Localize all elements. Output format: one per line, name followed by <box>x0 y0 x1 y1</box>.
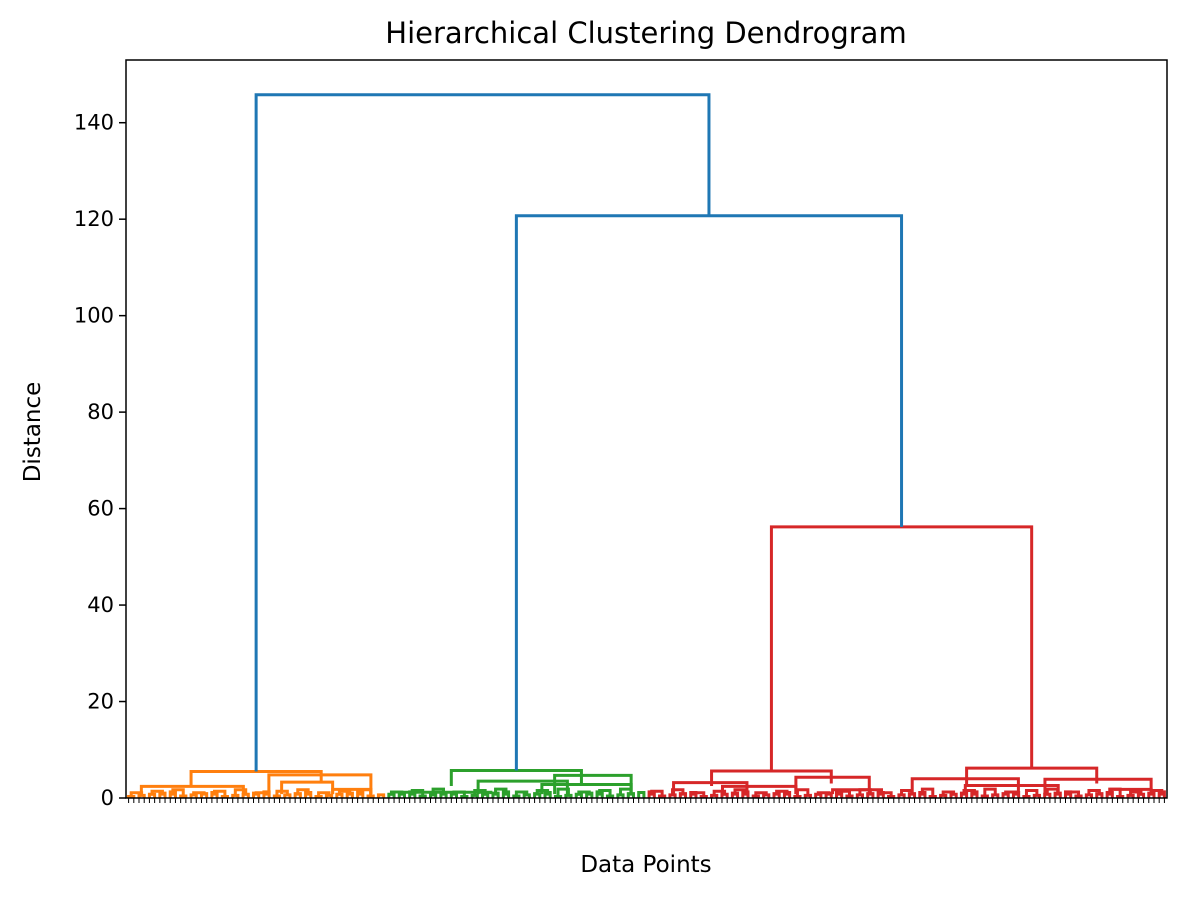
dendrogram-links <box>127 93 1166 799</box>
subcluster-merge-link <box>337 789 352 796</box>
subcluster-merge-link <box>598 789 612 796</box>
x-axis-label: Data Points <box>580 852 711 878</box>
leaf-merge-link <box>272 794 282 798</box>
cluster-sub-link <box>476 779 569 795</box>
cluster-sub-link <box>831 788 884 795</box>
y-tick-label: 80 <box>87 400 114 424</box>
leaf-merge-link <box>845 794 854 798</box>
y-tick-label: 120 <box>74 207 114 231</box>
cluster-sub-link <box>331 787 373 795</box>
leaf-merge-link <box>658 794 667 798</box>
leaf-merge-link <box>605 794 615 798</box>
plot-frame <box>125 59 1168 799</box>
subcluster-merge-link <box>192 791 206 796</box>
cluster-merge-link <box>514 214 904 771</box>
y-tick-label: 40 <box>87 593 114 617</box>
subcluster-merge-link <box>317 791 331 796</box>
subcluster-merge-link <box>733 788 747 796</box>
leaf-merge-link <box>512 794 521 798</box>
y-tick-label: 140 <box>74 111 114 135</box>
leaf-merge-link <box>637 791 646 798</box>
subcluster-merge-link <box>494 787 508 796</box>
subcluster-merge-link <box>754 791 768 796</box>
subcluster-merge-link <box>212 789 227 796</box>
leaf-merge-link <box>179 794 188 798</box>
cluster-sub-link <box>553 773 633 795</box>
leaf-merge-link <box>1074 794 1083 798</box>
subcluster-merge-link <box>650 789 664 796</box>
subcluster-merge-link <box>920 787 935 796</box>
leaf-merge-link <box>751 794 760 798</box>
chart-title: Hierarchical Clustering Dendrogram <box>385 16 906 50</box>
y-tick-label: 100 <box>74 304 114 328</box>
root-merge-link <box>254 93 711 772</box>
subcluster-merge-link <box>150 789 164 796</box>
subcluster-merge-link <box>691 791 706 796</box>
leaf-merge-link <box>376 793 386 798</box>
subcluster-merge-link <box>254 791 269 796</box>
y-tick-label: 60 <box>87 497 114 521</box>
y-axis-ticks: 0 20 40 60 80 100 120 140 <box>74 111 126 810</box>
subcluster-merge-link <box>941 790 956 796</box>
subcluster-merge-link <box>1129 790 1143 796</box>
cluster-top-link <box>449 769 583 786</box>
subcluster-merge-link <box>1004 790 1018 796</box>
subcluster-merge-link <box>983 787 997 796</box>
leaf-merge-link <box>980 794 989 798</box>
subcluster-merge-link <box>577 790 591 796</box>
cluster-sub-link <box>1109 787 1153 795</box>
cluster-merge-link <box>769 525 1034 771</box>
subcluster-merge-link <box>795 788 810 796</box>
subcluster-merge-link <box>233 788 248 796</box>
subcluster-merge-link <box>1024 789 1039 796</box>
cluster-sub-link <box>139 784 245 795</box>
subcluster-merge-link <box>296 788 310 796</box>
subcluster-merge-link <box>514 790 529 796</box>
leaf-merge-link <box>366 794 375 798</box>
y-axis-label: Distance <box>20 382 46 483</box>
cluster-sub-link <box>963 783 1060 795</box>
cluster-top-link <box>189 769 323 786</box>
y-tick-label: 0 <box>101 786 114 810</box>
leaf-labels <box>128 798 1165 803</box>
cluster-top-link <box>965 766 1099 786</box>
leaf-merge-link <box>418 794 427 798</box>
subcluster-merge-link <box>775 789 789 796</box>
subcluster-merge-link <box>816 791 831 796</box>
subcluster-merge-link <box>1066 790 1081 796</box>
subcluster-merge-link <box>712 789 727 796</box>
subcluster-merge-link <box>171 788 185 796</box>
subcluster-merge-link <box>1087 789 1101 796</box>
y-tick-label: 20 <box>87 690 114 714</box>
cluster-sub-link <box>400 790 493 795</box>
